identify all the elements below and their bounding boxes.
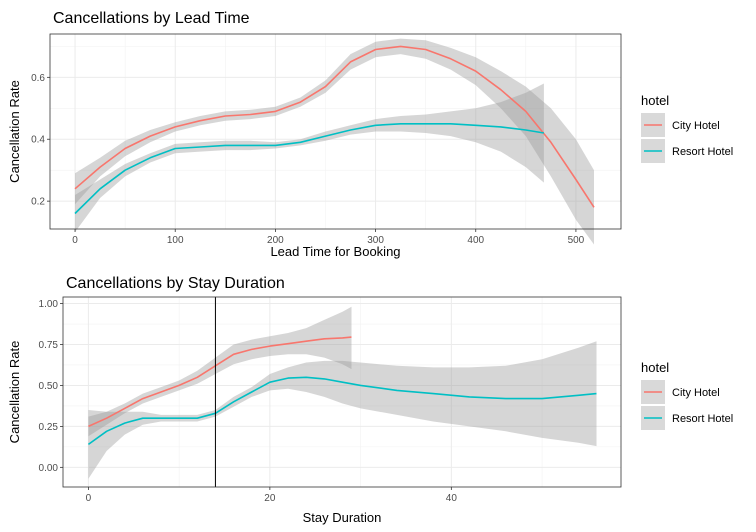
confidence-band-city (75, 38, 594, 245)
y-tick-label: 0.75 (39, 340, 59, 351)
panel-border (62, 296, 622, 488)
x-tick-label: 100 (167, 235, 184, 246)
chart-1: Cancellations by Lead Time 0 100 200 300 400 5… (7, 10, 733, 259)
legend-label-resort-hotel: Resort Hotel (672, 413, 733, 425)
legend-label-city-hotel: City Hotel (672, 120, 720, 132)
legend-title: hotel (641, 93, 669, 108)
y-tick-label: 0.00 (39, 463, 59, 474)
x-tick-label: 0 (86, 493, 92, 504)
chart-title: Cancellations by Stay Duration (66, 275, 285, 292)
x-tick-label: 200 (267, 235, 284, 246)
legend-label-city-hotel: City Hotel (672, 387, 720, 399)
series-line-resort-hotel (87, 376, 597, 446)
panel-border (49, 33, 622, 230)
x-tick-label: 400 (467, 235, 484, 246)
legend-label-resort-hotel: Resort Hotel (672, 146, 733, 158)
x-tick-label: 20 (264, 493, 276, 504)
y-axis-title: Cancellation Rate (7, 80, 22, 183)
confidence-band-city (88, 306, 352, 437)
y-tick-label: 0.4 (31, 135, 45, 146)
confidence-band-resort (88, 341, 597, 479)
x-axis-title: Stay Duration (303, 510, 382, 525)
chart-title: Cancellations by Lead Time (53, 10, 250, 27)
y-tick-label: 0.25 (39, 422, 59, 433)
x-tick-label: 40 (446, 493, 458, 504)
series-line-city-hotel (88, 336, 352, 428)
series-line-resort-hotel (74, 123, 545, 215)
confidence-band-resort (75, 83, 544, 233)
legend-title: hotel (641, 360, 669, 375)
chart-2: Cancellations by Stay Duration 0 20 40 0.00 0… (7, 275, 733, 525)
x-tick-label: 500 (568, 235, 585, 246)
x-tick-label: 0 (72, 235, 78, 246)
series-line-city-hotel (74, 45, 595, 208)
y-tick-label: 0.50 (39, 381, 59, 392)
x-axis-title: Lead Time for Booking (270, 244, 400, 259)
y-axis-title: Cancellation Rate (7, 341, 22, 444)
y-tick-label: 0.2 (31, 197, 45, 208)
y-tick-label: 1.00 (39, 299, 59, 310)
x-tick-label: 300 (367, 235, 384, 246)
y-tick-label: 0.6 (31, 73, 45, 84)
